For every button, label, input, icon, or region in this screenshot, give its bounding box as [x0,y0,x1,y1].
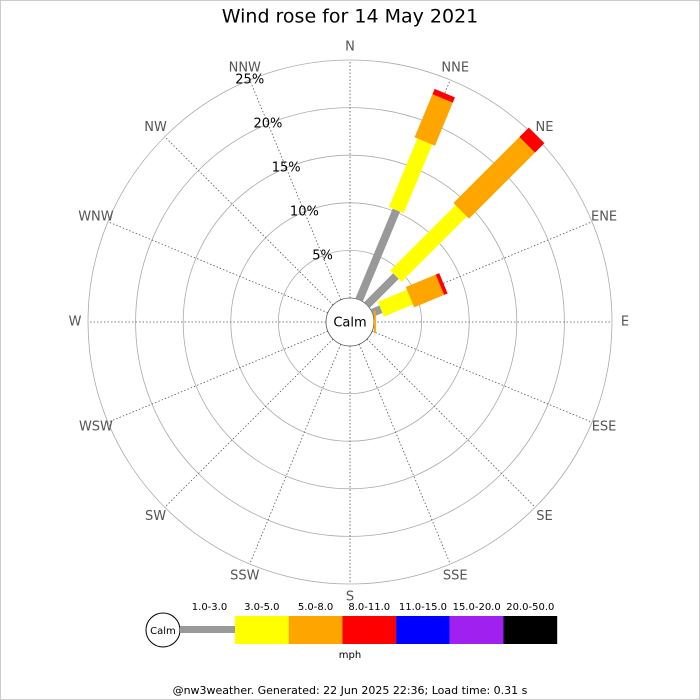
spoke [107,221,328,314]
r-tick-label: 10% [290,204,319,219]
legend-label: 20.0-50.0 [506,602,554,613]
direction-label: N [345,40,355,55]
legend-swatch [342,616,397,644]
wind-segment [390,205,467,282]
legend-calm-label: Calm [150,626,176,637]
calm-label: Calm [333,316,366,331]
legend-swatch [180,626,235,633]
r-tick-label: 25% [235,72,264,87]
legend-label: 8.0-11.0 [348,602,390,613]
wind-segment [374,311,376,333]
spoke [372,330,593,423]
wind-segment [405,274,445,308]
legend-swatch [235,616,289,644]
r-tick-label: 5% [312,248,333,263]
grid-ring [182,154,518,490]
footer: @nw3weather. Generated: 22 Jun 2025 22:3… [173,684,528,697]
direction-label: NNW [229,60,261,75]
spoke [249,344,342,565]
legend-swatch [449,616,504,644]
wind-segment [355,208,401,302]
direction-label: NNE [441,60,469,75]
r-tick-label: 15% [272,160,301,175]
grid-ring [87,59,613,585]
wind-segment [370,305,383,317]
spoke [164,136,334,306]
direction-label: NW [144,120,167,135]
wind-segment [453,137,535,219]
legend-label: 1.0-3.0 [192,602,227,613]
direction-label: SE [536,509,552,524]
legend-swatch [396,616,450,644]
direction-label: SSW [230,569,260,584]
wind-segment [414,94,453,146]
direction-label: NE [535,120,553,135]
wind-segment [377,289,414,317]
legend-label: 15.0-20.0 [453,602,501,613]
grid-ring [277,249,422,394]
direction-label: WNW [78,209,114,224]
spoke [358,344,451,565]
legend-swatch [288,616,343,644]
chart-title: Wind rose for 14 May 2021 [222,6,479,28]
direction-label: W [69,315,82,330]
legend-label: 3.0-5.0 [244,602,279,613]
direction-label: SSE [443,569,468,584]
wind-segment [435,273,448,295]
units-label: mph [339,650,361,661]
direction-label: WSW [79,420,113,435]
legend-swatch [503,616,558,644]
wind-segment [388,138,433,214]
legend-label: 5.0-8.0 [298,602,333,613]
wind-segment [364,273,399,308]
spoke [366,338,536,508]
r-tick-label: 20% [253,116,282,131]
direction-label: SW [145,509,166,524]
direction-label: ESE [592,420,617,435]
legend-label: 11.0-15.0 [399,602,447,613]
wind-segment [519,127,545,153]
spoke [249,79,342,300]
direction-label: ENE [591,209,617,224]
spoke [107,330,328,423]
wind-segment [432,88,455,103]
spoke [164,338,334,508]
direction-label: E [621,315,629,330]
direction-label: S [346,590,354,605]
